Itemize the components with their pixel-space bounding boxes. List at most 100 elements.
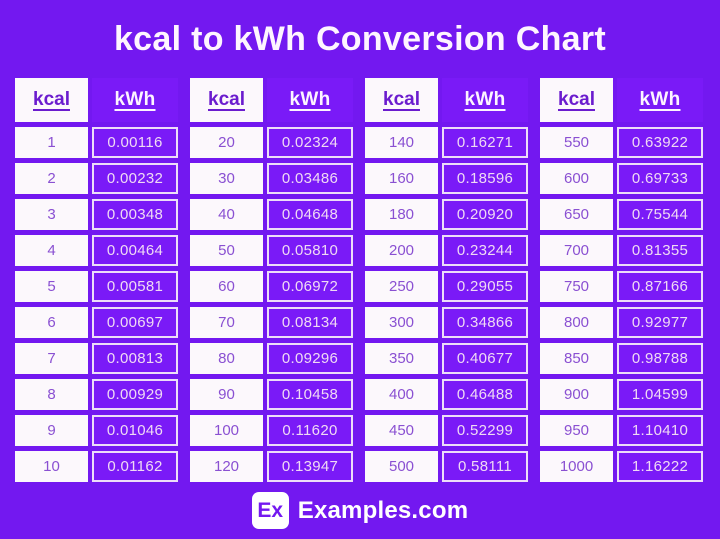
kcal-value-cell: 9 [15, 415, 88, 446]
kwh-value-cell: 0.00697 [92, 307, 178, 338]
kcal-value-cell: 120 [190, 451, 263, 482]
kwh-value-cell: 1.10410 [617, 415, 703, 446]
table-row: 20 0.02324 [190, 127, 353, 158]
kcal-value-cell: 3 [15, 199, 88, 230]
kcal-value-cell: 700 [540, 235, 613, 266]
kwh-value-cell: 0.29055 [442, 271, 528, 302]
kwh-value-cell: 0.87166 [617, 271, 703, 302]
table-row: 350 0.40677 [365, 343, 528, 374]
table-row: 180 0.20920 [365, 199, 528, 230]
table-header-row: kcal kWh [540, 78, 703, 122]
kcal-value-cell: 140 [365, 127, 438, 158]
kwh-value-cell: 0.02324 [267, 127, 353, 158]
table-row: 5 0.00581 [15, 271, 178, 302]
kcal-value-cell: 1000 [540, 451, 613, 482]
kcal-value-cell: 4 [15, 235, 88, 266]
table-row: 750 0.87166 [540, 271, 703, 302]
kcal-value-cell: 750 [540, 271, 613, 302]
kcal-value-cell: 550 [540, 127, 613, 158]
table-row: 50 0.05810 [190, 235, 353, 266]
kcal-value-cell: 60 [190, 271, 263, 302]
table-header-row: kcal kWh [15, 78, 178, 122]
table-row: 500 0.58111 [365, 451, 528, 482]
kcal-value-cell: 300 [365, 307, 438, 338]
table-row: 10 0.01162 [15, 451, 178, 482]
kcal-value-cell: 950 [540, 415, 613, 446]
kcal-value-cell: 90 [190, 379, 263, 410]
kwh-value-cell: 0.63922 [617, 127, 703, 158]
kwh-value-cell: 0.75544 [617, 199, 703, 230]
kcal-column-header: kcal [15, 78, 88, 122]
kwh-value-cell: 0.04648 [267, 199, 353, 230]
kwh-value-cell: 0.58111 [442, 451, 528, 482]
table-row: 1000 1.16222 [540, 451, 703, 482]
kwh-value-cell: 0.00813 [92, 343, 178, 374]
table-row: 1 0.00116 [15, 127, 178, 158]
kwh-value-cell: 0.40677 [442, 343, 528, 374]
kwh-value-cell: 0.08134 [267, 307, 353, 338]
kcal-value-cell: 2 [15, 163, 88, 194]
kcal-value-cell: 8 [15, 379, 88, 410]
kwh-value-cell: 0.10458 [267, 379, 353, 410]
page-title: kcal to kWh Conversion Chart [113, 19, 607, 58]
kwh-value-cell: 1.04599 [617, 379, 703, 410]
table-row: 650 0.75544 [540, 199, 703, 230]
table-row: 950 1.10410 [540, 415, 703, 446]
kwh-column-header: kWh [617, 78, 703, 122]
kwh-value-cell: 0.69733 [617, 163, 703, 194]
table-row: 250 0.29055 [365, 271, 528, 302]
table-row: 850 0.98788 [540, 343, 703, 374]
kcal-value-cell: 450 [365, 415, 438, 446]
table-row: 300 0.34866 [365, 307, 528, 338]
examples-logo-text: Examples.com [297, 496, 469, 524]
kwh-value-cell: 0.23244 [442, 235, 528, 266]
kwh-value-cell: 0.98788 [617, 343, 703, 374]
table-header-row: kcal kWh [365, 78, 528, 122]
kwh-value-cell: 1.16222 [617, 451, 703, 482]
kwh-value-cell: 0.18596 [442, 163, 528, 194]
kwh-value-cell: 0.00581 [92, 271, 178, 302]
kcal-value-cell: 200 [365, 235, 438, 266]
table-row: 90 0.10458 [190, 379, 353, 410]
kwh-value-cell: 0.01046 [92, 415, 178, 446]
examples-logo-badge: Ex [251, 492, 289, 529]
footer: Ex Examples.com [0, 482, 720, 539]
table-row: 30 0.03486 [190, 163, 353, 194]
kcal-value-cell: 650 [540, 199, 613, 230]
kwh-value-cell: 0.34866 [442, 307, 528, 338]
table-row: 70 0.08134 [190, 307, 353, 338]
kcal-value-cell: 5 [15, 271, 88, 302]
kwh-value-cell: 0.00232 [92, 163, 178, 194]
kcal-value-cell: 250 [365, 271, 438, 302]
kcal-column-header: kcal [540, 78, 613, 122]
table-row: 80 0.09296 [190, 343, 353, 374]
kwh-value-cell: 0.09296 [267, 343, 353, 374]
kcal-value-cell: 350 [365, 343, 438, 374]
kwh-value-cell: 0.13947 [267, 451, 353, 482]
conversion-tables: kcal kWh 1 0.00116 2 0.00232 3 0.00348 4 0.00464 5… [0, 78, 720, 482]
table-row: 800 0.92977 [540, 307, 703, 338]
table-row: 160 0.18596 [365, 163, 528, 194]
kcal-value-cell: 850 [540, 343, 613, 374]
kcal-value-cell: 20 [190, 127, 263, 158]
table-row: 200 0.23244 [365, 235, 528, 266]
kcal-column-header: kcal [365, 78, 438, 122]
conversion-table-2: kcal kWh 20 0.02324 30 0.03486 40 0.04648 50 0.05… [190, 78, 353, 482]
table-row: 140 0.16271 [365, 127, 528, 158]
kcal-value-cell: 500 [365, 451, 438, 482]
kcal-value-cell: 400 [365, 379, 438, 410]
kcal-value-cell: 80 [190, 343, 263, 374]
kcal-value-cell: 7 [15, 343, 88, 374]
table-row: 40 0.04648 [190, 199, 353, 230]
title-bar: kcal to kWh Conversion Chart [0, 0, 720, 78]
kwh-value-cell: 0.92977 [617, 307, 703, 338]
kcal-value-cell: 10 [15, 451, 88, 482]
table-row: 6 0.00697 [15, 307, 178, 338]
kwh-value-cell: 0.81355 [617, 235, 703, 266]
kwh-value-cell: 0.00116 [92, 127, 178, 158]
kwh-value-cell: 0.03486 [267, 163, 353, 194]
kwh-value-cell: 0.00464 [92, 235, 178, 266]
kwh-value-cell: 0.00348 [92, 199, 178, 230]
kcal-value-cell: 50 [190, 235, 263, 266]
table-row: 120 0.13947 [190, 451, 353, 482]
